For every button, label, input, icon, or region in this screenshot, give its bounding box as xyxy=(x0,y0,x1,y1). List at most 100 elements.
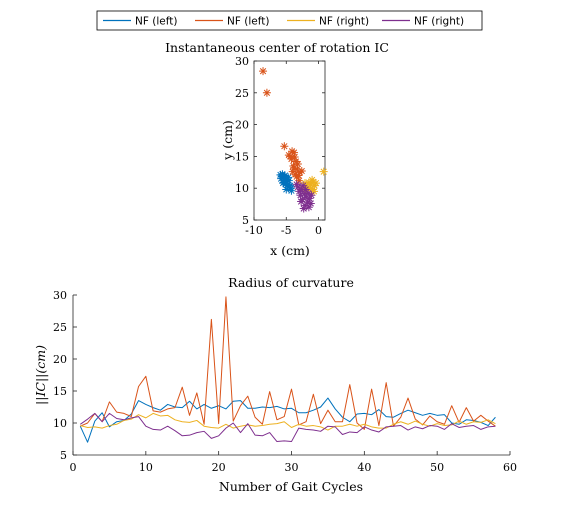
legend-label-nf-right-purple: NF (right) xyxy=(414,16,464,28)
line-xlabel: Number of Gait Cycles xyxy=(219,479,363,494)
scatter-point-series-2 xyxy=(290,163,299,172)
scatter-marker xyxy=(304,178,313,187)
scatter-point-series-4 xyxy=(307,191,316,200)
scatter-marker xyxy=(281,180,290,189)
scatter-marker xyxy=(292,172,301,181)
scatter-point-series-1 xyxy=(280,171,289,180)
scatter-marker xyxy=(262,88,271,97)
scatter-point-series-1 xyxy=(282,185,291,194)
scatter-marker xyxy=(282,185,291,194)
scatter-marker xyxy=(259,67,268,76)
scatter-marker xyxy=(280,142,289,151)
line-ylabel: ||IC||(cm) xyxy=(33,345,48,405)
scatter-marker xyxy=(293,160,302,169)
scatter-point-series-1 xyxy=(286,184,295,193)
scatter-ytick-label: 10 xyxy=(235,182,249,195)
scatter-ytick-label: 20 xyxy=(235,119,249,132)
line-xtick-label: 0 xyxy=(70,461,77,474)
scatter-point-series-4 xyxy=(304,203,313,212)
scatter-plot: Instantaneous center of rotation IC -10 -… xyxy=(165,40,389,258)
scatter-point-series-2 xyxy=(262,88,271,97)
line-ytick-label: 20 xyxy=(53,353,67,366)
line-xtick-label: 10 xyxy=(139,461,153,474)
scatter-point-series-4 xyxy=(301,185,310,194)
scatter-marker xyxy=(284,173,293,182)
scatter-point-series-2 xyxy=(292,172,301,181)
scatter-marker xyxy=(284,176,293,185)
line-plot: Radius of curvature 0 10 20 30 40 50 60 5 10 15 20… xyxy=(33,275,517,494)
scatter-point-series-2 xyxy=(297,167,306,176)
line-ytick-label: 15 xyxy=(53,385,67,398)
scatter-point-series-4 xyxy=(299,204,308,213)
scatter-point-series-3 xyxy=(306,184,315,193)
scatter-marker xyxy=(287,154,296,163)
scatter-point-series-2 xyxy=(288,147,297,156)
scatter-marker xyxy=(311,179,320,188)
line-ytick-label: 25 xyxy=(53,321,67,334)
scatter-point-series-2 xyxy=(290,153,299,162)
line-xtick-label: 40 xyxy=(357,461,371,474)
legend: NF (left) NF (left) NF (right) NF (right) xyxy=(96,10,483,31)
legend-label-nf-left-orange: NF (left) xyxy=(227,16,269,28)
scatter-marker xyxy=(300,201,309,210)
scatter-point-series-4 xyxy=(300,201,309,210)
scatter-point-series-2 xyxy=(293,165,302,174)
scatter-marker xyxy=(305,194,314,203)
scatter-point-series-1 xyxy=(284,176,293,185)
scatter-marker xyxy=(293,165,302,174)
line-xtick-label: 20 xyxy=(212,461,226,474)
scatter-point-series-1 xyxy=(280,175,289,184)
scatter-point-series-4 xyxy=(305,194,314,203)
scatter-marker xyxy=(306,184,315,193)
scatter-marker xyxy=(292,180,301,189)
line-title: Radius of curvature xyxy=(228,275,354,290)
line-xtick-label: 60 xyxy=(503,461,517,474)
scatter-marker xyxy=(310,187,319,196)
scatter-ytick-label: 30 xyxy=(235,55,249,68)
scatter-marker xyxy=(286,181,295,190)
scatter-point-series-3 xyxy=(308,175,317,184)
scatter-point-series-1 xyxy=(276,170,285,179)
scatter-point-series-4 xyxy=(300,189,309,198)
scatter-point-series-2 xyxy=(293,160,302,169)
scatter-ylabel: y (cm) xyxy=(220,120,235,161)
scatter-point-series-2 xyxy=(289,161,298,170)
line-series-nf-left-orange xyxy=(80,296,496,430)
scatter-marker xyxy=(299,181,308,190)
legend-label-nf-left-blue: NF (left) xyxy=(135,16,177,28)
scatter-xlabel: x (cm) xyxy=(270,243,310,258)
scatter-marker xyxy=(299,204,308,213)
scatter-marker xyxy=(302,193,311,202)
scatter-point-series-2 xyxy=(259,67,268,76)
scatter-point-series-2 xyxy=(287,154,296,163)
scatter-point-series-4 xyxy=(297,197,306,206)
scatter-marker xyxy=(287,186,296,195)
scatter-xtick-label: -5 xyxy=(281,224,292,237)
scatter-marker xyxy=(286,184,295,193)
scatter-marker xyxy=(300,189,309,198)
scatter-ytick-label: 15 xyxy=(235,150,249,163)
scatter-axes-box xyxy=(253,60,326,221)
scatter-marker xyxy=(295,187,304,196)
scatter-point-series-4 xyxy=(295,187,304,196)
scatter-marker xyxy=(280,175,289,184)
scatter-marker xyxy=(293,182,302,191)
line-xtick-label: 30 xyxy=(285,461,299,474)
line-ytick-label: 30 xyxy=(53,289,67,302)
line-xtick-label: 50 xyxy=(430,461,444,474)
scatter-marker xyxy=(288,147,297,156)
scatter-marker xyxy=(291,170,300,179)
line-series-nf-right-yellow xyxy=(80,412,496,431)
scatter-point-series-4 xyxy=(306,199,315,208)
scatter-point-series-3 xyxy=(310,181,319,190)
scatter-marker xyxy=(297,167,306,176)
line-ytick-label: 5 xyxy=(60,449,67,462)
line-ytick-label: 10 xyxy=(53,417,67,430)
scatter-marker xyxy=(319,167,328,176)
scatter-point-series-1 xyxy=(286,181,295,190)
scatter-marker xyxy=(286,152,295,161)
scatter-marker xyxy=(289,161,298,170)
scatter-marker xyxy=(306,199,315,208)
scatter-point-series-4 xyxy=(303,198,312,207)
